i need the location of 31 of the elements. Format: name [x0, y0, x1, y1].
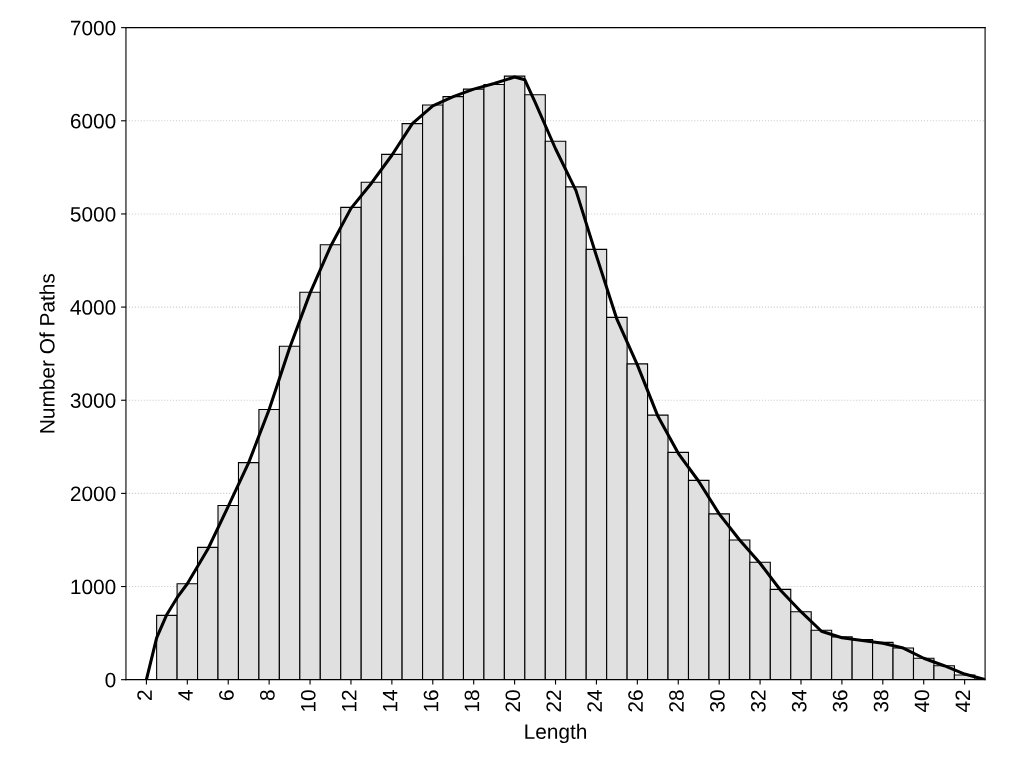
x-tick-label: 4 [178, 690, 193, 701]
x-tick-label: 36 [832, 690, 848, 712]
x-tick-label: 34 [791, 690, 807, 712]
x-tick-label: 40 [914, 690, 930, 713]
x-tick-label: 22 [546, 690, 561, 712]
x-tick-label: 10 [300, 690, 316, 711]
y-axis-title: Number Of Paths [39, 273, 55, 433]
x-tick-label: 38 [873, 690, 889, 712]
y-tick-label: 3000 [70, 393, 116, 408]
y-tick-label: 7000 [70, 20, 116, 36]
x-tick-label: 8 [259, 690, 275, 701]
x-tick-label: 18 [464, 690, 480, 711]
x-tick-label: 20 [505, 690, 521, 712]
y-tick-label: 2000 [70, 486, 116, 502]
y-tick-label: 6000 [70, 113, 116, 129]
x-tick-label: 26 [628, 690, 643, 712]
x-tick-label: 2 [137, 690, 152, 700]
x-tick-label: 30 [710, 690, 725, 712]
y-tick-label: 0 [105, 672, 116, 688]
x-tick-label: 14 [382, 690, 398, 711]
y-tick-label: 1000 [71, 579, 116, 595]
y-tick-label: 4000 [70, 300, 116, 315]
x-tick-label: 32 [750, 690, 766, 712]
x-tick-label: 28 [669, 690, 684, 712]
x-tick-label: 16 [423, 690, 439, 711]
y-tick-label: 5000 [70, 206, 116, 222]
x-tick-label: 42 [955, 690, 971, 713]
x-axis-title: Length [525, 723, 587, 744]
x-tick-label: 12 [341, 690, 357, 711]
x-tick-label: 24 [587, 690, 602, 712]
x-tick-label: 6 [219, 690, 234, 700]
